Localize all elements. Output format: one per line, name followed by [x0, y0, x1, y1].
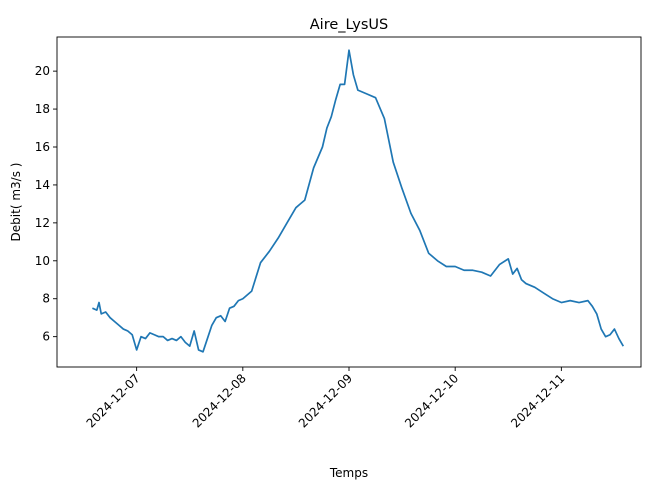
series-line-0 [92, 49, 625, 353]
y-tick-label: 12 [35, 216, 50, 230]
y-tick-label: 6 [42, 330, 50, 344]
y-tick-label: 8 [42, 292, 50, 306]
y-tick-label: 14 [35, 178, 50, 192]
y-axis-title: Debit( m3/s ) [9, 163, 23, 242]
y-axis: 6 8 10 12 14 16 18 20 [35, 64, 57, 344]
chart-title: Aire_LysUS [310, 17, 388, 33]
x-axis-title: Temps [329, 466, 368, 480]
y-tick-label: 18 [35, 102, 50, 116]
y-tick-label: 20 [35, 64, 50, 78]
y-tick-label: 10 [35, 254, 50, 268]
plot-area [92, 49, 625, 353]
plot-frame [56, 36, 642, 368]
y-tick-label: 16 [35, 140, 50, 154]
